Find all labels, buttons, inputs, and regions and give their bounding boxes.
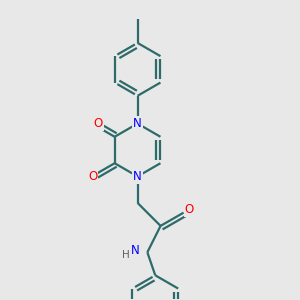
Text: O: O (94, 117, 103, 130)
Text: N: N (133, 170, 142, 183)
Text: H: H (122, 250, 130, 260)
Text: N: N (130, 244, 139, 257)
Text: O: O (88, 170, 97, 183)
Text: N: N (133, 117, 142, 130)
Text: O: O (184, 203, 194, 216)
